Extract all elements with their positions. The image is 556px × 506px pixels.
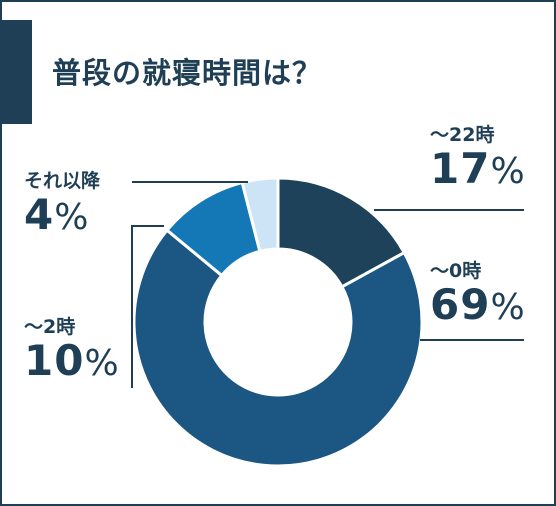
leader-lines — [131, 181, 524, 388]
chart-title: 普段の就寝時間は？ — [52, 56, 323, 90]
label-0h: 〜0時 69% — [430, 260, 526, 331]
label-later-percent: 4% — [24, 192, 100, 241]
slice-22h — [276, 176, 406, 289]
label-22h-value: 17 — [430, 144, 491, 193]
donut-slices — [132, 176, 424, 468]
label-later-unit: % — [54, 197, 90, 238]
label-later: それ以降 4% — [24, 170, 100, 241]
label-later-value: 4 — [24, 190, 55, 239]
label-2h: 〜2時 10% — [24, 316, 120, 387]
label-22h-percent: 17% — [430, 146, 526, 195]
label-0h-unit: % — [490, 287, 526, 328]
slice-later — [240, 176, 280, 253]
slice-0h — [132, 228, 424, 468]
label-later-name: それ以降 — [24, 170, 101, 192]
label-0h-percent: 69% — [430, 282, 526, 331]
label-22h-unit: % — [490, 151, 526, 192]
leader-2h — [131, 225, 164, 388]
label-0h-name: 〜0時 — [430, 260, 482, 282]
label-2h-value: 10 — [24, 336, 85, 385]
label-2h-percent: 10% — [24, 338, 120, 387]
label-0h-value: 69 — [430, 280, 491, 329]
title-accent-bar — [2, 20, 32, 124]
label-2h-unit: % — [84, 343, 120, 384]
label-22h: 〜22時 17% — [430, 124, 526, 195]
label-2h-name: 〜2時 — [24, 316, 76, 338]
label-22h-name: 〜22時 — [430, 124, 495, 146]
